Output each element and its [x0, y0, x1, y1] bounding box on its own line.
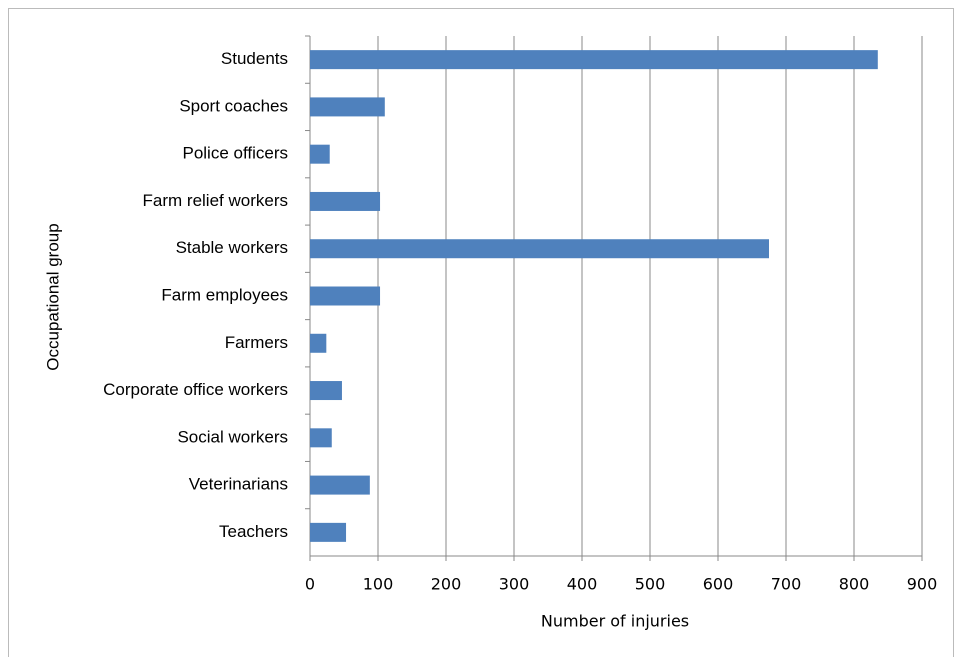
x-tick-label: 600 — [703, 575, 734, 594]
y-tick-label: Stable workers — [176, 238, 288, 257]
y-tick-label: Sport coaches — [179, 96, 288, 115]
x-tick-label: 300 — [499, 575, 530, 594]
bar — [310, 381, 342, 401]
y-tick-label: Students — [221, 49, 288, 68]
chart-frame — [8, 8, 954, 657]
bar — [310, 97, 385, 117]
y-tick-label: Social workers — [177, 427, 288, 446]
bar — [310, 239, 769, 259]
x-tick-label: 900 — [907, 575, 938, 594]
bar — [310, 286, 381, 306]
x-tick-label: 800 — [839, 575, 870, 594]
y-tick-label: Police officers — [182, 144, 288, 163]
y-tick-label: Farmers — [225, 333, 288, 352]
x-tick-label: 200 — [431, 575, 462, 594]
x-tick-label: 100 — [363, 575, 394, 594]
bar — [310, 50, 878, 70]
x-tick-label: 700 — [771, 575, 802, 594]
y-tick-label: Veterinarians — [189, 475, 288, 494]
bar — [310, 333, 327, 353]
y-tick-label: Farm relief workers — [143, 191, 288, 210]
x-tick-label: 0 — [305, 575, 315, 594]
y-tick-label: Corporate office workers — [103, 380, 288, 399]
bar — [310, 475, 370, 495]
y-tick-label: Farm employees — [161, 285, 288, 304]
x-tick-label: 500 — [635, 575, 666, 594]
y-axis-title: Occupational group — [43, 223, 62, 370]
x-tick-label: 400 — [567, 575, 598, 594]
bar — [310, 428, 332, 448]
x-axis-title: Number of injuries — [541, 612, 689, 631]
bar — [310, 191, 381, 211]
y-tick-label: Teachers — [219, 522, 288, 541]
bar — [310, 144, 330, 164]
bar — [310, 522, 347, 542]
